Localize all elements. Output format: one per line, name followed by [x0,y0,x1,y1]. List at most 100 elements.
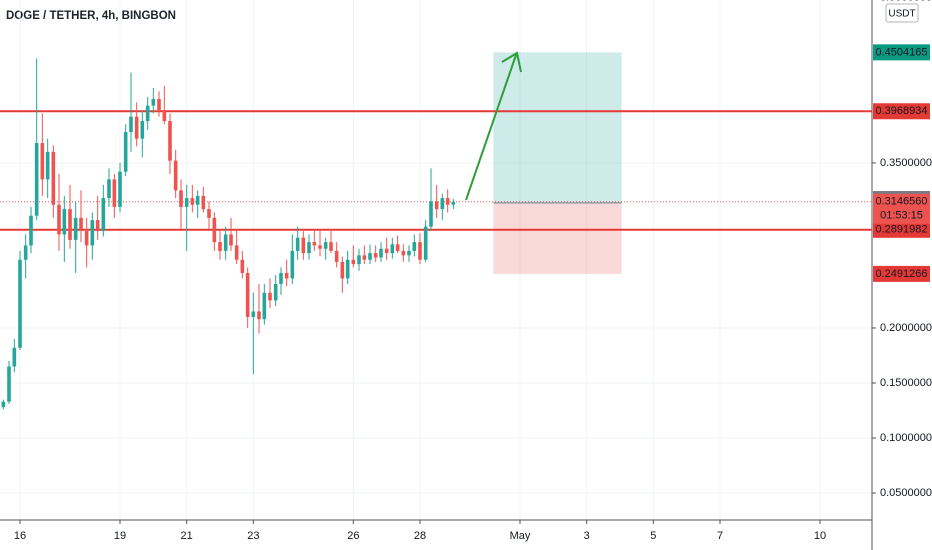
currency-box [885,3,919,23]
candle-body [145,105,150,122]
y-tick-label: 0.1500000 [880,377,932,389]
candle-body [345,259,350,279]
stop-zone [493,202,622,274]
candle-body [295,237,300,251]
candle-body [7,366,11,402]
x-tick-label: 5 [650,530,656,542]
candle-body [440,198,445,210]
candle-body [334,250,339,262]
candle-body [262,292,267,320]
candle-body [418,242,422,260]
stop-label: 0.2491266 [876,268,928,280]
candle-body [429,201,433,227]
x-tick-label: 26 [347,530,359,542]
candle-body [179,190,183,207]
stop-label-box [873,265,930,282]
candle-body [90,220,95,246]
candle-body [23,245,28,260]
candle-body [68,209,72,240]
candle-body [218,242,222,251]
currency: USDT [888,9,915,20]
candle-body [140,121,145,139]
candle-body [290,250,295,279]
candle-body [451,201,456,205]
x-tick-label: 7 [717,530,723,542]
y-tick-label: 0.3500000 [880,157,932,169]
candle-body [45,151,50,180]
candle-body [207,209,211,218]
x-tick-label: 19 [114,530,126,542]
x-tick-label: 10 [814,530,826,542]
level-label: 0.3968934 [876,105,928,117]
candle-body [257,311,261,320]
candle-body [212,217,217,243]
candle-body [312,242,317,246]
candle-body [151,99,156,106]
x-tick-label: 21 [181,530,193,542]
countdown: 01:53:15 [880,210,923,222]
candle-body [301,237,306,254]
candle-body [373,253,378,258]
candle-body [195,195,200,205]
target-label: 0.4504165 [876,46,928,58]
chart-title: DOGE / TETHER, 4h, BINGBON [6,10,176,22]
candle-body [268,292,272,301]
candle-body [40,143,45,180]
candle-body [234,245,239,260]
candle-body [279,272,283,284]
level-label: 0.2891982 [876,224,928,236]
candle-body [351,259,356,265]
candle-body [434,201,439,210]
candle-body [273,283,278,301]
arrow-shaft [465,54,517,201]
candle-body [407,250,411,256]
candle-body [129,116,133,133]
candle-body [395,244,400,251]
level-label-box [873,221,930,238]
candle-body [95,220,100,232]
x-tick-label: 3 [584,530,590,542]
candle-body [123,132,128,172]
candle-body [329,242,333,251]
x-tick-label: 28 [414,530,426,542]
candle-body [318,245,322,249]
y-tick-label: 0.0500000 [880,487,932,499]
candle-body [412,242,417,251]
arrow-head [501,51,522,73]
candle-body [62,209,67,235]
last-price-label: 0.3146560 [876,196,928,208]
candle-body [379,248,383,258]
candle-body [168,121,172,161]
candle-body [107,179,111,199]
candle-body [18,259,22,348]
candle-body [12,347,17,367]
candle-body [112,179,117,207]
candle-body [29,215,33,246]
candle-body [157,99,161,111]
candle-body [79,217,83,229]
level-label-box [873,103,930,120]
candle-body [245,272,250,317]
y-tick-label: 0.1000000 [880,432,932,444]
target-zone [493,52,622,203]
x-tick-label: 16 [14,530,26,542]
candle-body [201,195,206,210]
candle-body [323,242,328,249]
candle-body [101,198,106,232]
candle-body [118,171,122,207]
x-tick-label: 23 [247,530,259,542]
candle-body [251,311,256,317]
candle-body [34,143,39,216]
candle-body [284,272,289,279]
candle-body [362,255,367,260]
candle-body [229,234,233,246]
candle-body [84,228,89,246]
candle-body [51,151,56,205]
last-price-label-box [873,193,930,224]
candle-body [307,242,311,254]
candle-body [173,160,178,191]
candle-body [162,110,167,122]
target-label-box [873,44,930,61]
candle-body [1,401,6,408]
